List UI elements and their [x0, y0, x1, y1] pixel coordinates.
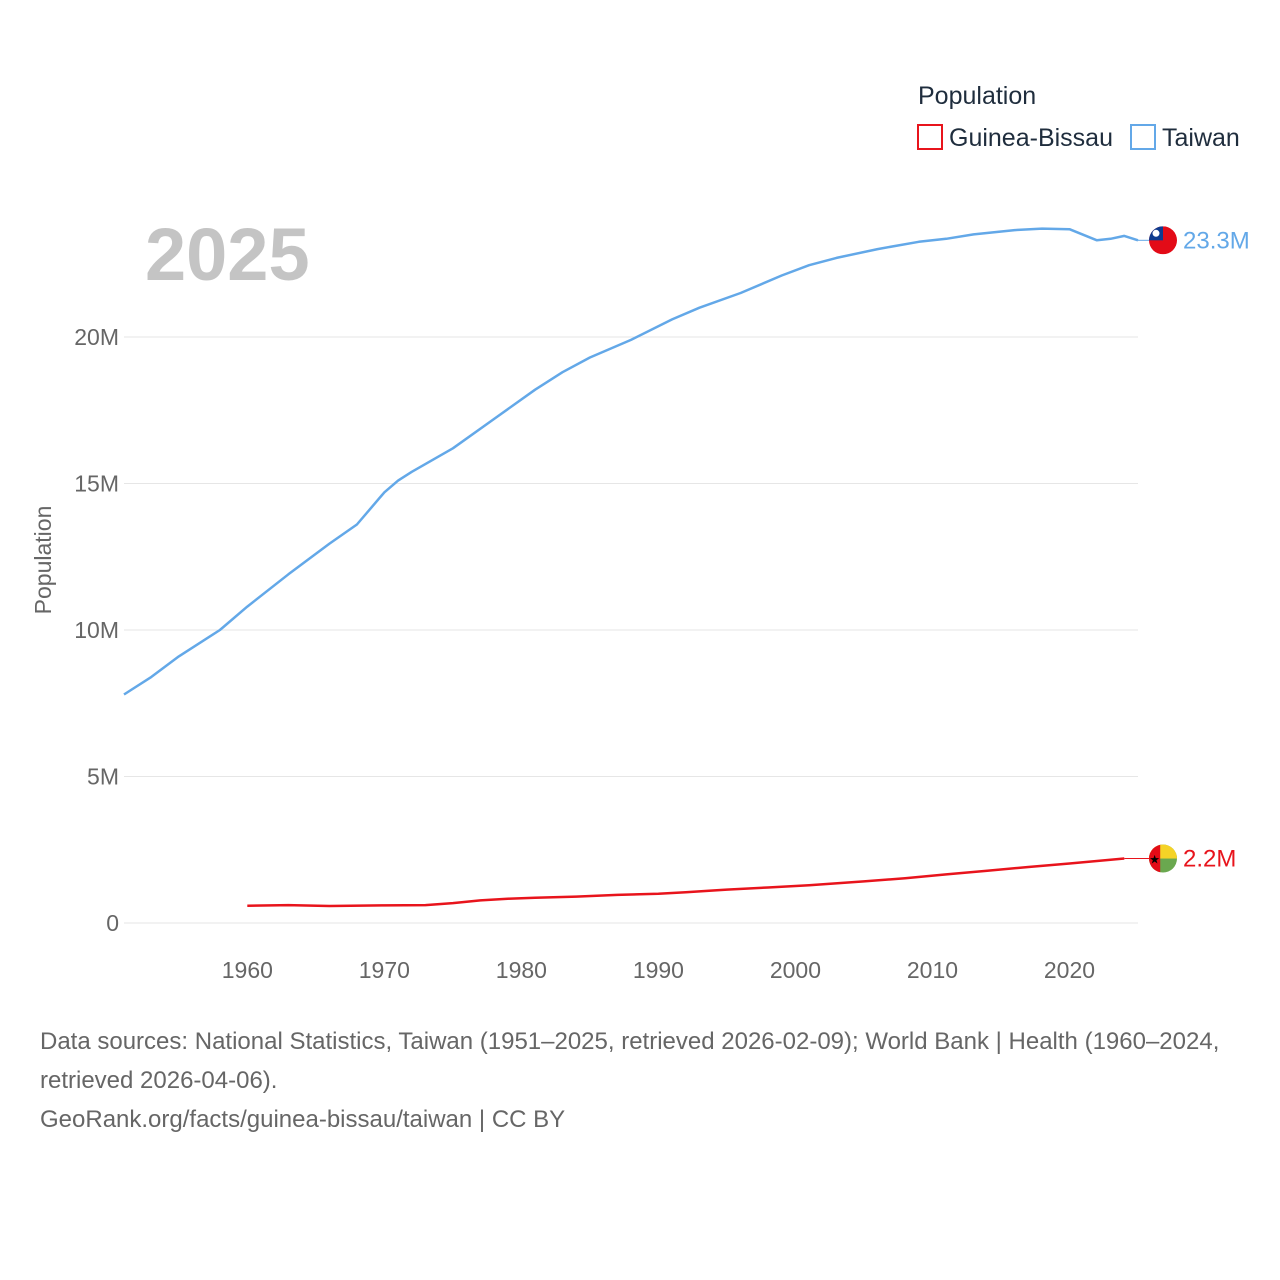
x-tick-label: 2000 — [770, 957, 821, 983]
legend-swatch-taiwan — [1130, 124, 1156, 150]
y-tick-label: 0 — [106, 910, 119, 936]
x-tick-label: 1960 — [222, 957, 273, 983]
x-tick-label: 1980 — [496, 957, 547, 983]
legend-item-taiwan[interactable]: Taiwan — [1130, 124, 1240, 152]
x-axis-ticks: 1960 1970 1980 1990 2000 2010 2020 — [222, 957, 1095, 983]
y-tick-label: 10M — [74, 617, 119, 643]
x-tick-label: 1990 — [633, 957, 684, 983]
y-tick-label: 20M — [74, 324, 119, 350]
x-tick-label: 2020 — [1044, 957, 1095, 983]
population-chart: 0 5M 10M 15M 20M 1960 1970 1980 1990 2000 2010 202… — [30, 82, 1250, 983]
end-label-guinea-bissau: 2.2M — [1183, 846, 1236, 873]
data-sources-text: Data sources: National Statistics, Taiwa… — [40, 1028, 1220, 1094]
legend-swatch-guinea-bissau — [917, 124, 943, 150]
gridlines — [124, 336, 1138, 924]
x-tick-label: 1970 — [359, 957, 410, 983]
taiwan-flag-icon — [1149, 226, 1177, 255]
legend-label-guinea-bissau: Guinea-Bissau — [949, 124, 1113, 152]
legend-title: Population — [918, 82, 1036, 110]
guinea-bissau-flag-icon: ★ — [1149, 844, 1177, 873]
y-tick-label: 15M — [74, 471, 119, 497]
series-line-guinea-bissau[interactable] — [247, 857, 1125, 908]
y-axis-ticks: 0 5M 10M 15M 20M — [74, 324, 119, 936]
legend-label-taiwan: Taiwan — [1162, 124, 1240, 152]
end-label-taiwan: 23.3M — [1183, 227, 1250, 254]
credit-text[interactable]: GeoRank.org/facts/guinea-bissau/taiwan |… — [40, 1106, 566, 1133]
year-label: 2025 — [145, 213, 310, 296]
y-axis-title: Population — [30, 506, 56, 615]
x-tick-label: 2010 — [907, 957, 958, 983]
end-labels: ★ 2.2M 23.3M — [1124, 226, 1250, 873]
series-line-taiwan[interactable] — [123, 227, 1139, 696]
y-tick-label: 5M — [87, 764, 119, 790]
svg-text:★: ★ — [1149, 853, 1160, 867]
footer: Data sources: National Statistics, Taiwa… — [40, 1022, 1250, 1139]
series-lines — [123, 227, 1139, 908]
legend[interactable]: Population Guinea-Bissau Taiwan — [917, 82, 1240, 152]
legend-item-guinea-bissau[interactable]: Guinea-Bissau — [917, 124, 1113, 152]
